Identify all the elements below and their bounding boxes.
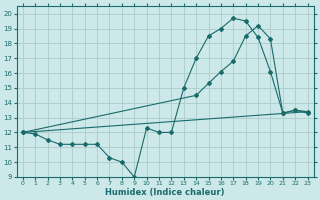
X-axis label: Humidex (Indice chaleur): Humidex (Indice chaleur): [106, 188, 225, 197]
